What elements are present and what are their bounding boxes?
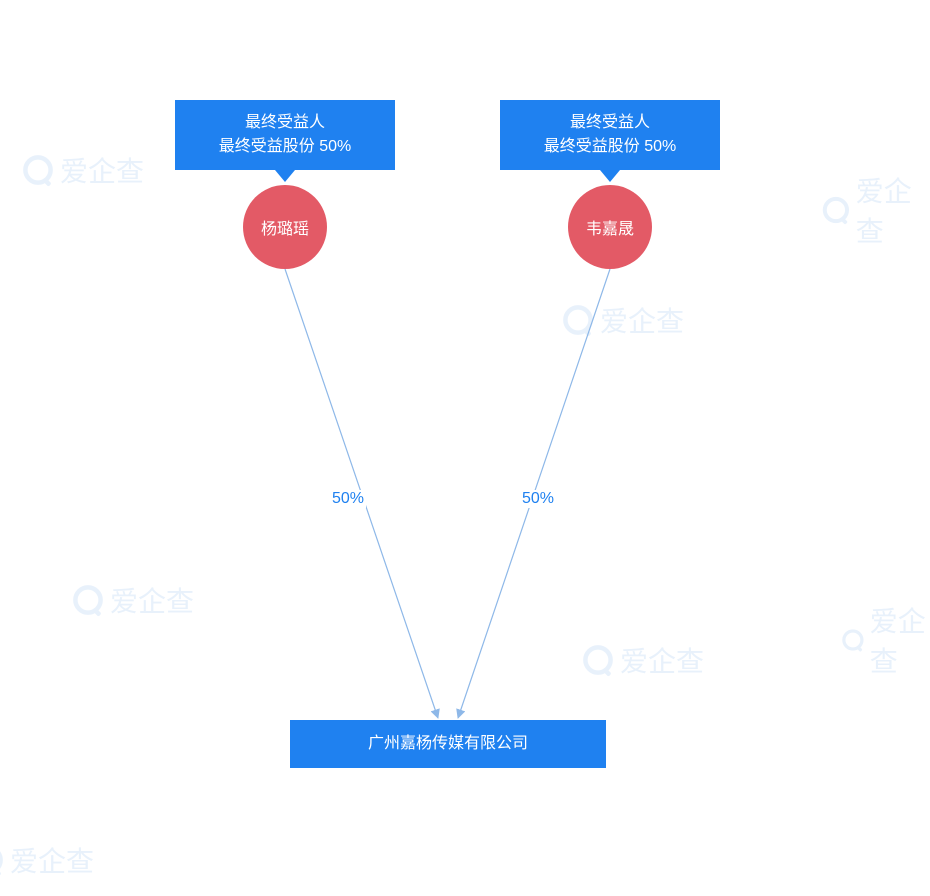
- beneficiary-box-right-line2: 最终受益股份 50%: [544, 135, 676, 159]
- watermark: 爱企查: [820, 170, 930, 250]
- person-circle-right: 韦嘉晟: [568, 185, 652, 269]
- company-name: 广州嘉杨传媒有限公司: [368, 732, 528, 756]
- watermark: 爱企查: [840, 600, 930, 680]
- beneficiary-box-right: 最终受益人 最终受益股份 50%: [500, 100, 720, 170]
- beneficiary-box-left-line2: 最终受益股份 50%: [219, 135, 351, 159]
- connector-triangle-left: [275, 170, 295, 182]
- watermark: 爱企查: [20, 150, 144, 190]
- watermark: 爱企查: [70, 580, 194, 620]
- person-name-left: 杨璐瑶: [261, 215, 309, 239]
- beneficiary-box-left: 最终受益人 最终受益股份 50%: [175, 100, 395, 170]
- watermark: 爱企查: [0, 840, 94, 880]
- edge-label-right: 50%: [520, 490, 556, 508]
- edge-label-left: 50%: [330, 490, 366, 508]
- beneficiary-box-right-line1: 最终受益人: [570, 111, 650, 135]
- person-name-right: 韦嘉晟: [586, 215, 634, 239]
- company-box: 广州嘉杨传媒有限公司: [290, 720, 606, 768]
- person-circle-left: 杨璐瑶: [243, 185, 327, 269]
- watermark: 爱企查: [580, 640, 704, 680]
- watermark: 爱企查: [560, 300, 684, 340]
- beneficiary-box-left-line1: 最终受益人: [245, 111, 325, 135]
- connector-triangle-right: [600, 170, 620, 182]
